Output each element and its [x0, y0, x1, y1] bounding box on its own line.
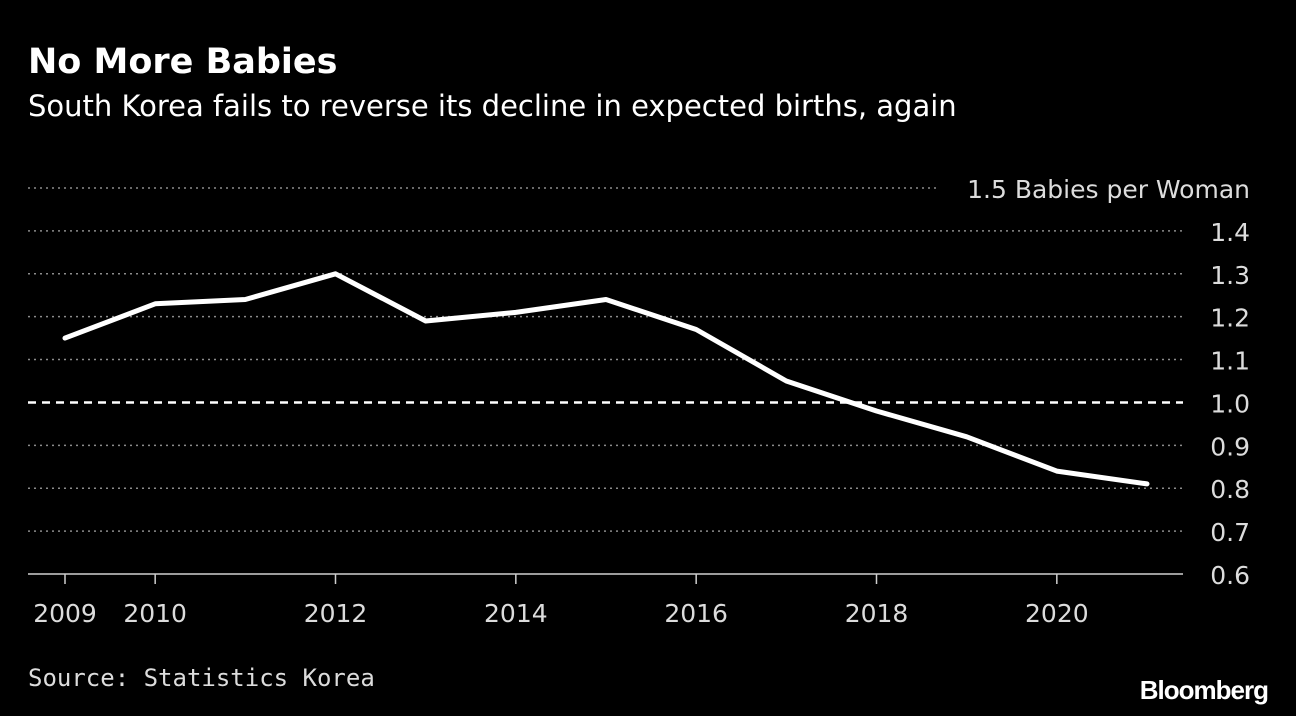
bloomberg-logo: Bloomberg — [1139, 675, 1269, 705]
y-tick-label: 1.2 — [1210, 304, 1250, 333]
x-tick-label: 2020 — [1025, 599, 1089, 628]
x-tick-label: 2014 — [484, 599, 548, 628]
y-tick-label: 0.9 — [1210, 432, 1250, 461]
y-tick-label: 0.6 — [1210, 561, 1250, 590]
y-tick-label: 1.4 — [1210, 218, 1250, 247]
y-tick-label: 0.7 — [1210, 518, 1250, 547]
x-tick-label: 2009 — [33, 599, 97, 628]
y-tick-label: 0.8 — [1210, 475, 1250, 504]
series-line — [62, 271, 1150, 487]
source-note: Source: Statistics Korea — [28, 664, 375, 692]
y-tick-label: 1.5 Babies per Woman — [967, 175, 1250, 204]
x-axis-labels: 2009 2010 2012 2014 2016 2018 2020 — [33, 599, 1088, 628]
y-tick-label: 1.1 — [1210, 347, 1250, 376]
x-tick-label: 2018 — [845, 599, 909, 628]
chart-subtitle: South Korea fails to reverse its decline… — [28, 89, 957, 123]
series-layer — [62, 271, 1150, 487]
y-tick-label: 1.0 — [1210, 389, 1250, 418]
y-tick-label: 1.3 — [1210, 261, 1250, 290]
x-tick-label: 2016 — [664, 599, 728, 628]
grid-layer — [28, 187, 1183, 532]
x-tick-label: 2010 — [123, 599, 187, 628]
chart-title: No More Babies — [28, 42, 338, 82]
y-axis-labels: 1.5 Babies per Woman 1.4 1.3 1.2 1.1 1.0 0.9 0.… — [967, 175, 1250, 590]
x-tick-label: 2012 — [304, 599, 368, 628]
x-axis — [28, 573, 1183, 584]
